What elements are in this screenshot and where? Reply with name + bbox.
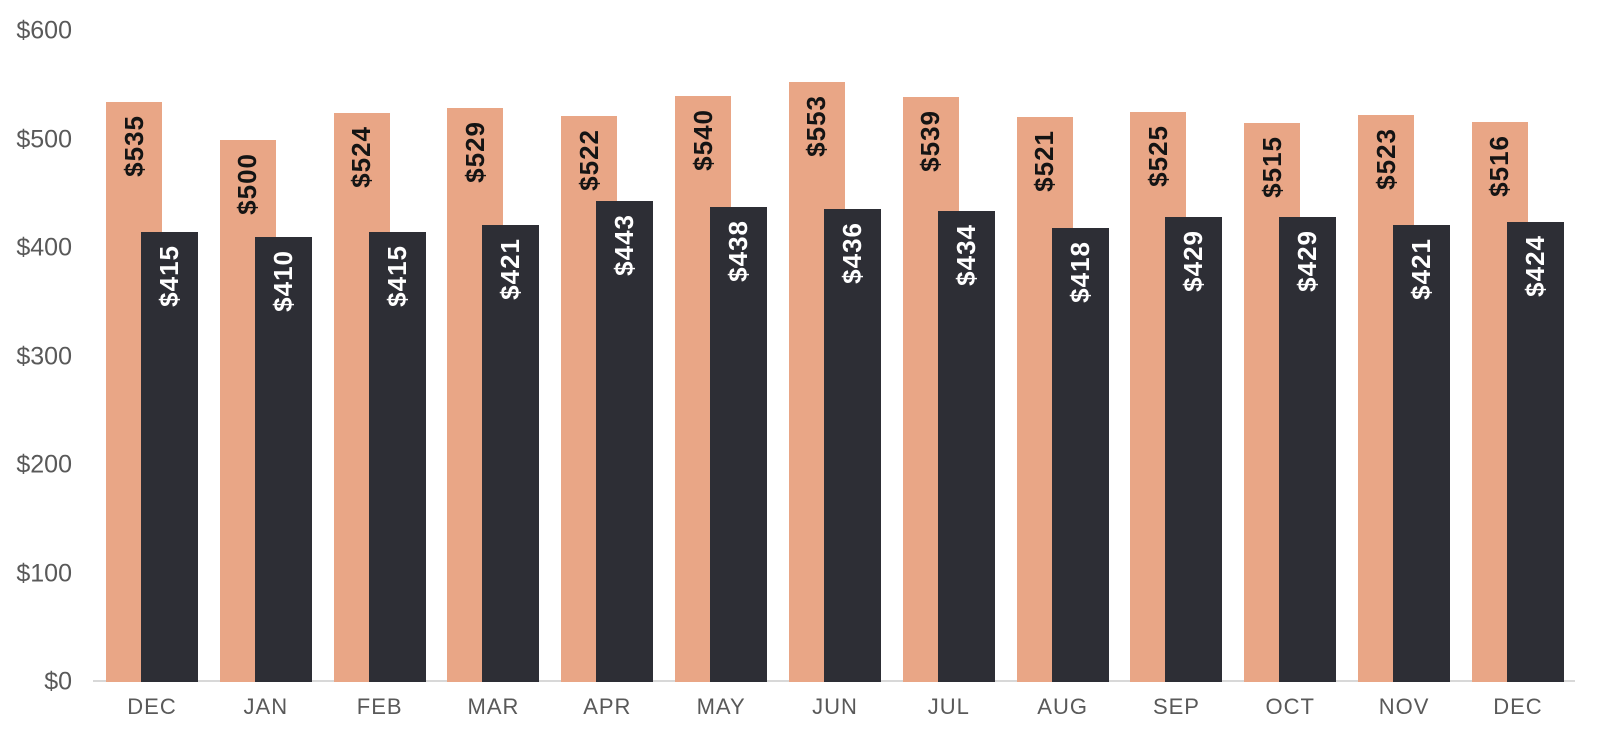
x-axis-tick-label: OCT [1265,694,1315,719]
series-2-bar: $443 [596,201,654,682]
bar-group-oct-10: $515 $429 OCT [1244,31,1337,719]
bar-group-dec-12: $516 $424 DEC [1471,31,1564,719]
bar-value-label: $443 [609,214,640,277]
series-2-bar: $438 [710,206,768,682]
x-axis-tick-label: APR [583,694,632,719]
series-2-bar: $415 [141,231,198,682]
x-axis-tick-label: AUG [1037,694,1088,719]
series-2-bar: $410 [254,237,312,682]
x-axis-tick-label: NOV [1378,694,1430,719]
bar-group-aug-8: $521 $418 AUG [1016,31,1109,719]
bar-group-sep-9: $525 $429 SEP [1130,31,1223,719]
x-axis-tick-label: JUN [812,694,858,719]
bar-value-label: $436 [836,221,867,284]
series-2-bar: $418 [1051,228,1109,682]
bar-value-label: $500 [232,152,263,215]
y-axis-tick-label: $600 [16,16,72,45]
bar-value-label: $515 [1256,136,1287,199]
bar-group-may-5: $540 $438 MAY [675,31,768,719]
bar-value-label: $516 [1484,135,1515,197]
y-axis-tick-label: $300 [16,342,72,370]
y-axis-tick-label: $400 [16,233,72,262]
bar-value-label: $424 [1519,234,1550,297]
y-axis-tick-label: $0 [44,667,72,696]
bar-group-jul-7: $539 $434 JUL [902,31,995,719]
bar-group-feb-2: $524 $415 FEB [333,31,426,719]
series-2-bar: $421 [1393,225,1451,682]
x-axis-tick-label: JAN [243,694,289,719]
bar-group-jun-6: $553 $436 JUN [788,31,881,719]
bar-value-label: $521 [1029,129,1060,192]
bar-value-label: $539 [915,110,946,173]
bar-value-label: $553 [801,95,832,157]
plot-area: $535 $415 DEC $500 $410 JAN $524 $415 FEB $529 $42… [93,31,1575,719]
bar-value-label: $523 [1370,127,1401,190]
bar-value-label: $429 [1178,229,1209,292]
bar-value-label: $418 [1064,241,1095,304]
bar-value-label: $535 [118,114,149,177]
bar-value-label: $522 [573,128,604,191]
bar-group-nov-11: $523 $421 NOV [1358,31,1451,719]
y-axis: $0 $100 $200 $300 $400 $500 $600 [0,17,72,696]
bar-value-label: $421 [495,238,526,301]
series-2-bar: $415 [368,231,426,682]
series-2-bar: $429 [1165,216,1223,682]
x-axis-tick-label: MAR [467,694,520,719]
bar-value-label: $524 [346,126,377,189]
x-axis-tick-label: DEC [1493,694,1543,719]
bar-value-label: $434 [950,224,981,286]
bar-group-dec-0: $535 $415 DEC [106,31,198,719]
bar-value-label: $529 [459,121,490,183]
x-axis-tick-label: SEP [1152,694,1200,719]
bar-value-label: $421 [1406,238,1437,301]
bar-value-label: $540 [687,109,718,171]
series-2-bar: $429 [1279,216,1337,682]
x-axis-tick-label: DEC [127,694,177,719]
series-2-bar: $421 [482,225,540,682]
y-axis-tick-label: $100 [16,559,72,587]
series-2-bar: $424 [1506,221,1564,682]
bar-value-label: $415 [154,244,184,307]
x-axis-tick-label: FEB [356,694,403,719]
bar-value-label: $415 [381,244,412,307]
bar-value-label: $438 [723,219,754,282]
series-2-bar: $434 [937,211,995,682]
y-axis-tick-label: $500 [16,125,72,153]
bar-value-label: $429 [1292,229,1323,292]
x-axis-tick-label: JUL [927,694,970,719]
bar-value-label: $525 [1142,125,1173,188]
series-2-bar: $436 [823,208,881,682]
y-axis-tick-label: $200 [16,450,72,479]
bar-value-label: $410 [267,250,298,312]
bar-group-mar-3: $529 $421 MAR [447,31,540,719]
bar-group-jan-1: $500 $410 JAN [219,31,312,719]
bar-group-apr-4: $522 $443 APR [561,31,654,719]
x-axis-tick-label: MAY [696,694,746,719]
